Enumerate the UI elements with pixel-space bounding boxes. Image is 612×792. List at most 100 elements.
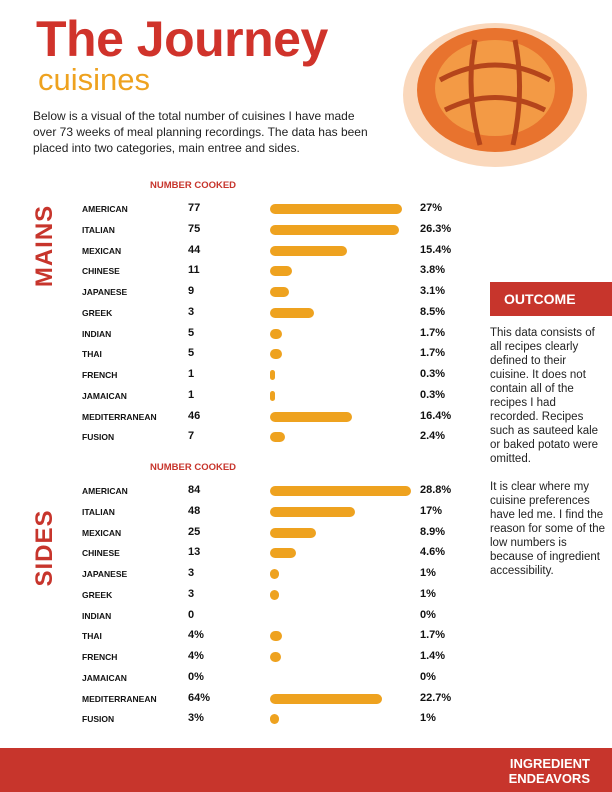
percent-label: 27% xyxy=(420,202,443,214)
percent-label: 3.1% xyxy=(420,285,446,297)
bar xyxy=(270,370,276,380)
cuisine: JAMAICAN xyxy=(82,390,127,401)
percent-label: 3.8% xyxy=(420,264,446,277)
percent-label: 16.4% xyxy=(420,409,452,422)
count: 9 xyxy=(188,285,195,297)
cuisine: JAPANESE xyxy=(82,287,128,297)
bar xyxy=(270,390,276,401)
bar xyxy=(270,589,279,600)
count: 5 xyxy=(188,347,195,360)
cuisine: CHINESE xyxy=(82,548,120,559)
column-header: NUMBER COOKED xyxy=(150,180,237,191)
percent-label: 26.3% xyxy=(420,222,452,235)
cuisine: CHINESE xyxy=(82,266,120,277)
count: 77 xyxy=(188,202,201,214)
percent-label: 1% xyxy=(420,587,436,600)
percent-label: 1.7% xyxy=(420,347,446,360)
count: 1 xyxy=(188,388,195,401)
count: 64% xyxy=(188,691,211,704)
column-header: NUMBER COOKED xyxy=(150,462,237,473)
count: 84 xyxy=(188,484,201,496)
count: 3 xyxy=(188,567,195,579)
cuisine: JAPANESE xyxy=(82,569,128,579)
percent-label: 1.7% xyxy=(420,326,446,339)
cuisine: FUSION xyxy=(82,714,115,725)
pastry-illustration xyxy=(403,23,587,167)
cuisine: ITALIAN xyxy=(82,506,115,517)
cuisine: MEDITERRANEAN xyxy=(82,411,157,422)
percent-label: 4.6% xyxy=(420,546,446,559)
bar xyxy=(270,287,289,297)
count: 1 xyxy=(188,368,195,380)
subtitle: cuisines xyxy=(38,62,150,97)
percent-label: 15.4% xyxy=(420,243,452,256)
paragraph: It is clear where my cuisine preferences… xyxy=(490,481,606,577)
cuisine: FRENCH xyxy=(82,370,118,380)
paragraph: This data consists of all recipes clearl… xyxy=(490,327,599,465)
percent-label: 22.7% xyxy=(420,691,452,704)
count: 11 xyxy=(188,264,200,277)
percent-label: 28.8% xyxy=(420,484,452,496)
outcome-text: This data consists of all recipes clearl… xyxy=(490,326,606,592)
bar xyxy=(270,631,283,642)
cuisine: MEDITERRANEAN xyxy=(82,693,157,704)
bar xyxy=(270,652,281,662)
count: 7 xyxy=(188,430,195,443)
bar xyxy=(270,224,399,235)
count: 75 xyxy=(188,222,201,235)
count: 48 xyxy=(188,504,201,517)
bar xyxy=(270,328,283,339)
count: 3% xyxy=(188,712,204,725)
cuisine: JAMAICAN xyxy=(82,672,127,683)
percent-label: 1.4% xyxy=(420,650,446,662)
bar xyxy=(270,527,317,538)
bar xyxy=(270,266,293,277)
cuisine: FUSION xyxy=(82,432,115,443)
bar xyxy=(270,432,286,443)
cuisine: AMERICAN xyxy=(82,486,128,496)
count: 44 xyxy=(188,243,201,256)
percent-label: 0% xyxy=(420,608,436,621)
cuisine: THAI xyxy=(82,631,102,642)
percent-label: 0% xyxy=(420,670,436,683)
count: 0 xyxy=(188,608,195,621)
bar xyxy=(270,486,411,496)
cuisine: MEXICAN xyxy=(82,245,122,256)
section-label: SIDES xyxy=(31,509,58,587)
cuisine: GREEK xyxy=(82,307,113,318)
percent-label: 8.9% xyxy=(420,525,446,538)
intro: Below is a visual of the total number of… xyxy=(33,109,368,155)
count: 46 xyxy=(188,409,201,422)
cuisine: GREEK xyxy=(82,589,113,600)
count: 3 xyxy=(188,587,195,600)
cuisine: AMERICAN xyxy=(82,204,128,214)
count: 4% xyxy=(188,629,204,642)
cuisine: THAI xyxy=(82,349,102,360)
percent-label: 17% xyxy=(420,504,443,517)
bar xyxy=(270,693,382,704)
title: The Journey xyxy=(36,11,328,67)
bar xyxy=(270,307,315,318)
cuisine: MEXICAN xyxy=(82,527,122,538)
bar xyxy=(270,506,355,517)
bar xyxy=(270,411,352,422)
percent-label: 1% xyxy=(420,712,436,725)
percent-label: 0.3% xyxy=(420,388,446,401)
bar xyxy=(270,569,279,579)
count: 3 xyxy=(188,305,195,318)
percent-label: 1% xyxy=(420,567,436,579)
count: 4% xyxy=(188,650,204,662)
percent-label: 8.5% xyxy=(420,305,446,318)
bar xyxy=(270,204,403,214)
cuisine: FRENCH xyxy=(82,652,118,662)
cuisine: INDIAN xyxy=(82,328,112,339)
percent-label: 0.3% xyxy=(420,368,446,380)
section-label: MAINS xyxy=(31,204,58,288)
footer-band xyxy=(0,748,612,792)
count: 25 xyxy=(188,525,201,538)
bar xyxy=(270,714,279,725)
brand: INGREDIENT ENDEAVORS xyxy=(508,756,590,786)
percent-label: 2.4% xyxy=(420,430,446,443)
cuisine: INDIAN xyxy=(82,610,112,621)
bar xyxy=(270,245,348,256)
